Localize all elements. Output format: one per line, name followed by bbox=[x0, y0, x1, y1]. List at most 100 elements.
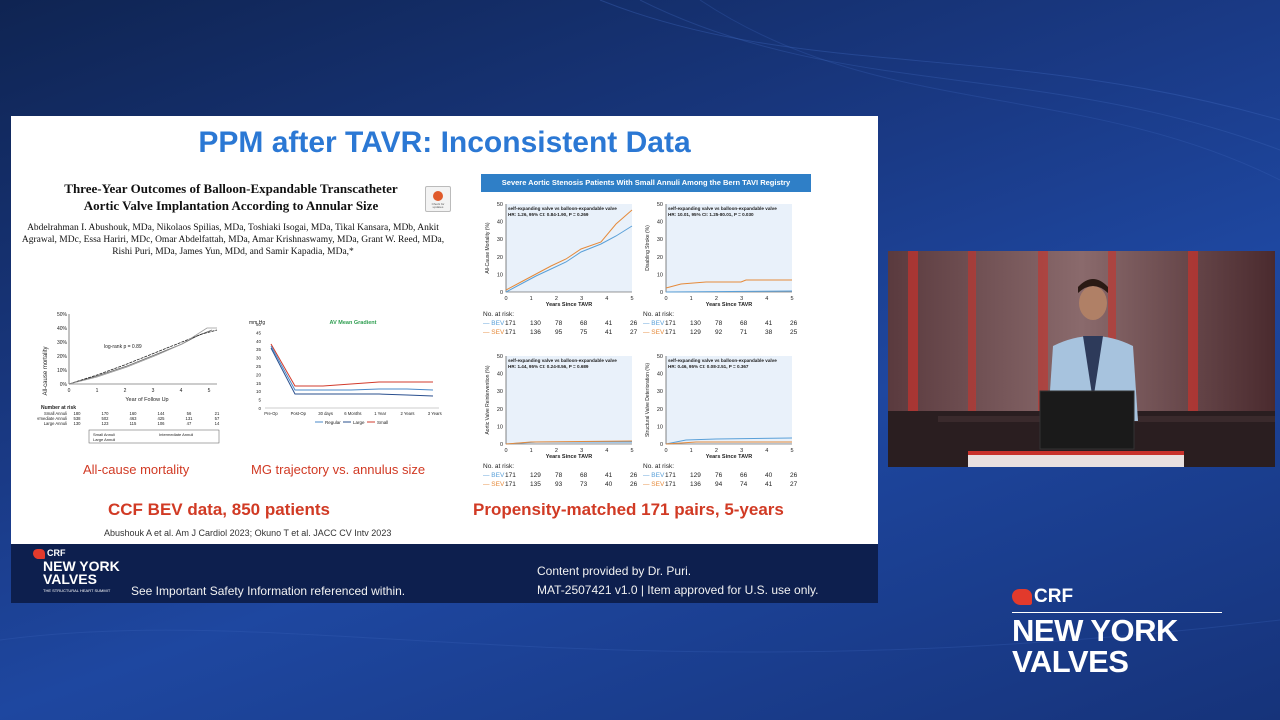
mortality-y-tick: 20% bbox=[57, 354, 68, 360]
bern-risk-value: 68 bbox=[580, 320, 588, 327]
check-badge-label: Check for updates bbox=[431, 203, 445, 209]
bern-risk-value: 93 bbox=[555, 481, 563, 488]
bern-risk-group: — BEV bbox=[483, 320, 505, 327]
bern-panel-chart: 0 10 20 30 40 50 0 1 2 3 4 5 self-expanding valve vs… bbox=[485, 202, 634, 306]
bern-risk-value: 129 bbox=[530, 472, 541, 479]
bern-risk-title: No. at risk: bbox=[483, 311, 515, 318]
bern-x-label: Years Since TAVR bbox=[706, 302, 753, 306]
bern-y-tick: 10 bbox=[657, 424, 663, 430]
bern-risk-row: — BEV 171 130 78 68 41 26 bbox=[483, 319, 637, 328]
mortality-risk-label: Small Annuli bbox=[44, 411, 67, 416]
bern-x-tick: 3 bbox=[740, 296, 743, 302]
bern-risk-row: — SEV 171 129 92 71 38 25 bbox=[643, 328, 797, 337]
bern-curve-sev bbox=[665, 441, 792, 445]
mortality-x-tick: 1 bbox=[96, 388, 99, 394]
bern-risk-value: 26 bbox=[790, 472, 798, 479]
bern-x-tick: 2 bbox=[555, 296, 558, 302]
bern-y-label: Aortic Valve Reintervention (%) bbox=[485, 365, 491, 434]
bern-x-tick: 4 bbox=[605, 448, 608, 454]
bern-x-tick: 1 bbox=[690, 448, 693, 454]
bern-registry-banner: Severe Aortic Stenosis Patients With Sma… bbox=[481, 174, 811, 192]
bern-x-tick: 5 bbox=[630, 448, 633, 454]
bern-risk-value: 130 bbox=[690, 320, 701, 327]
bern-risk-group: — SEV bbox=[483, 329, 505, 336]
mortality-y-tick: 40% bbox=[57, 326, 68, 332]
bern-x-tick: 3 bbox=[580, 296, 583, 302]
bern-risk-value: 171 bbox=[665, 481, 676, 488]
bern-y-tick: 40 bbox=[657, 372, 663, 378]
mortality-risk-value: 130 bbox=[74, 421, 82, 426]
gradient-x-tick: 2 Years bbox=[401, 411, 415, 416]
bern-risk-value: 68 bbox=[740, 320, 748, 327]
mortality-risk-value: 106 bbox=[158, 421, 166, 426]
bern-hr-label: self-expanding valve vs balloon-expandab… bbox=[508, 206, 617, 211]
bern-y-tick: 20 bbox=[657, 255, 663, 261]
bern-x-tick: 2 bbox=[555, 448, 558, 454]
bern-hr-value: HR: 10.01, 95% CI: 1.25-80.01, P = 0.030 bbox=[668, 212, 754, 217]
bern-y-tick: 40 bbox=[497, 372, 503, 378]
bern-curve-sev bbox=[665, 279, 792, 289]
bern-panel-chart: 0 10 20 30 40 50 0 1 2 3 4 5 self-expanding valve vs… bbox=[645, 354, 794, 458]
mortality-legend-large: Large Annuli bbox=[93, 437, 115, 442]
bern-risk-row: — BEV 171 129 76 66 40 26 bbox=[643, 471, 797, 480]
bern-risk-value: 26 bbox=[630, 472, 638, 479]
gradient-x-tick: 3 Years bbox=[428, 411, 442, 416]
bern-risk-value: 76 bbox=[715, 472, 723, 479]
bern-curve-sev bbox=[505, 209, 633, 291]
bern-risk-value: 78 bbox=[555, 472, 563, 479]
bern-risk-value: 171 bbox=[505, 320, 516, 327]
bern-y-label: All-Cause Mortality (%) bbox=[485, 222, 491, 273]
bern-risk-value: 94 bbox=[715, 481, 723, 488]
bern-y-tick: 20 bbox=[497, 407, 503, 413]
mortality-y-label: All-cause mortality bbox=[43, 346, 49, 395]
gradient-line-small bbox=[270, 343, 433, 387]
gradient-x-tick: Post-Op bbox=[291, 411, 307, 416]
references: Abushouk A et al. Am J Cardiol 2023; Oku… bbox=[104, 528, 392, 538]
bern-risk-row: — BEV 171 130 78 68 41 26 bbox=[643, 319, 797, 328]
bern-risk-row: — SEV 171 135 93 73 40 26 bbox=[483, 480, 637, 489]
mortality-risk-value: 144 bbox=[158, 411, 166, 416]
bern-risk-value: 75 bbox=[580, 329, 588, 336]
gradient-x-tick: Pre-Op bbox=[264, 411, 278, 416]
bern-y-label: Structural Valve Deterioration (%) bbox=[645, 363, 651, 437]
gradient-y-tick: 35 bbox=[256, 347, 262, 352]
slide-title: PPM after TAVR: Inconsistent Data bbox=[198, 126, 691, 159]
bern-hr-label: self-expanding valve vs balloon-expandab… bbox=[668, 206, 777, 211]
bern-risk-value: 41 bbox=[605, 320, 613, 327]
bern-risk-row: — SEV 171 136 95 75 41 27 bbox=[483, 328, 637, 337]
bern-risk-value: 171 bbox=[505, 472, 516, 479]
gradient-y-tick: 0 bbox=[258, 406, 261, 411]
bern-risk-value: 130 bbox=[530, 320, 541, 327]
bern-risk-row: — SEV 171 136 94 74 41 27 bbox=[643, 480, 797, 489]
bern-risk-table: No. at risk: — BEV 171 129 78 68 41 26 — SEV 171 1… bbox=[483, 462, 637, 489]
bern-x-tick: 0 bbox=[504, 448, 507, 454]
mortality-risk-value: 502 bbox=[102, 416, 110, 421]
mortality-logrank: log-rank p = 0.89 bbox=[104, 344, 142, 350]
bern-x-label: Years Since TAVR bbox=[546, 302, 593, 306]
bern-risk-group: — BEV bbox=[643, 472, 665, 479]
mortality-risk-label: Large Annuli bbox=[44, 421, 67, 426]
bern-risk-value: 71 bbox=[740, 329, 748, 336]
svg-text:Regular: Regular bbox=[325, 420, 341, 425]
mortality-x-tick: 2 bbox=[124, 388, 127, 394]
bern-risk-value: 41 bbox=[605, 472, 613, 479]
bern-y-tick: 50 bbox=[497, 354, 503, 360]
gradient-line-large bbox=[270, 347, 434, 397]
mortality-x-tick: 3 bbox=[152, 388, 155, 394]
speaker-scene bbox=[888, 251, 1275, 467]
gradient-y-tick: 10 bbox=[256, 389, 262, 394]
bern-y-tick: 50 bbox=[657, 354, 663, 360]
heart-icon bbox=[33, 548, 45, 559]
brand-line1: NEW YORK bbox=[1012, 613, 1178, 648]
bern-risk-value: 171 bbox=[505, 329, 516, 336]
av-mean-gradient-chart: mm Hg AV Mean Gradient 0 5 10 15 20 25 30 35 40 4… bbox=[249, 320, 442, 425]
bern-x-label: Years Since TAVR bbox=[546, 454, 593, 458]
bern-risk-value: 27 bbox=[630, 329, 638, 336]
bern-risk-value: 41 bbox=[765, 320, 773, 327]
bern-risk-group: — SEV bbox=[483, 481, 505, 488]
right-headline: Propensity-matched 171 pairs, 5-years bbox=[473, 500, 784, 519]
bern-risk-value: 78 bbox=[715, 320, 723, 327]
paper-authors: Abdelrahman I. Abushouk, MDa, Nikolaos S… bbox=[21, 223, 445, 257]
footer-nyv-logo: NEW YORK VALVES bbox=[43, 558, 120, 587]
bern-risk-value: 78 bbox=[555, 320, 563, 327]
